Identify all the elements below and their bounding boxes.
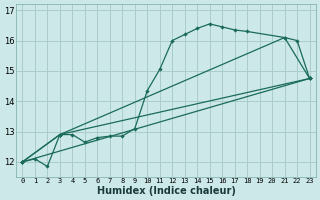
X-axis label: Humidex (Indice chaleur): Humidex (Indice chaleur) (97, 186, 236, 196)
